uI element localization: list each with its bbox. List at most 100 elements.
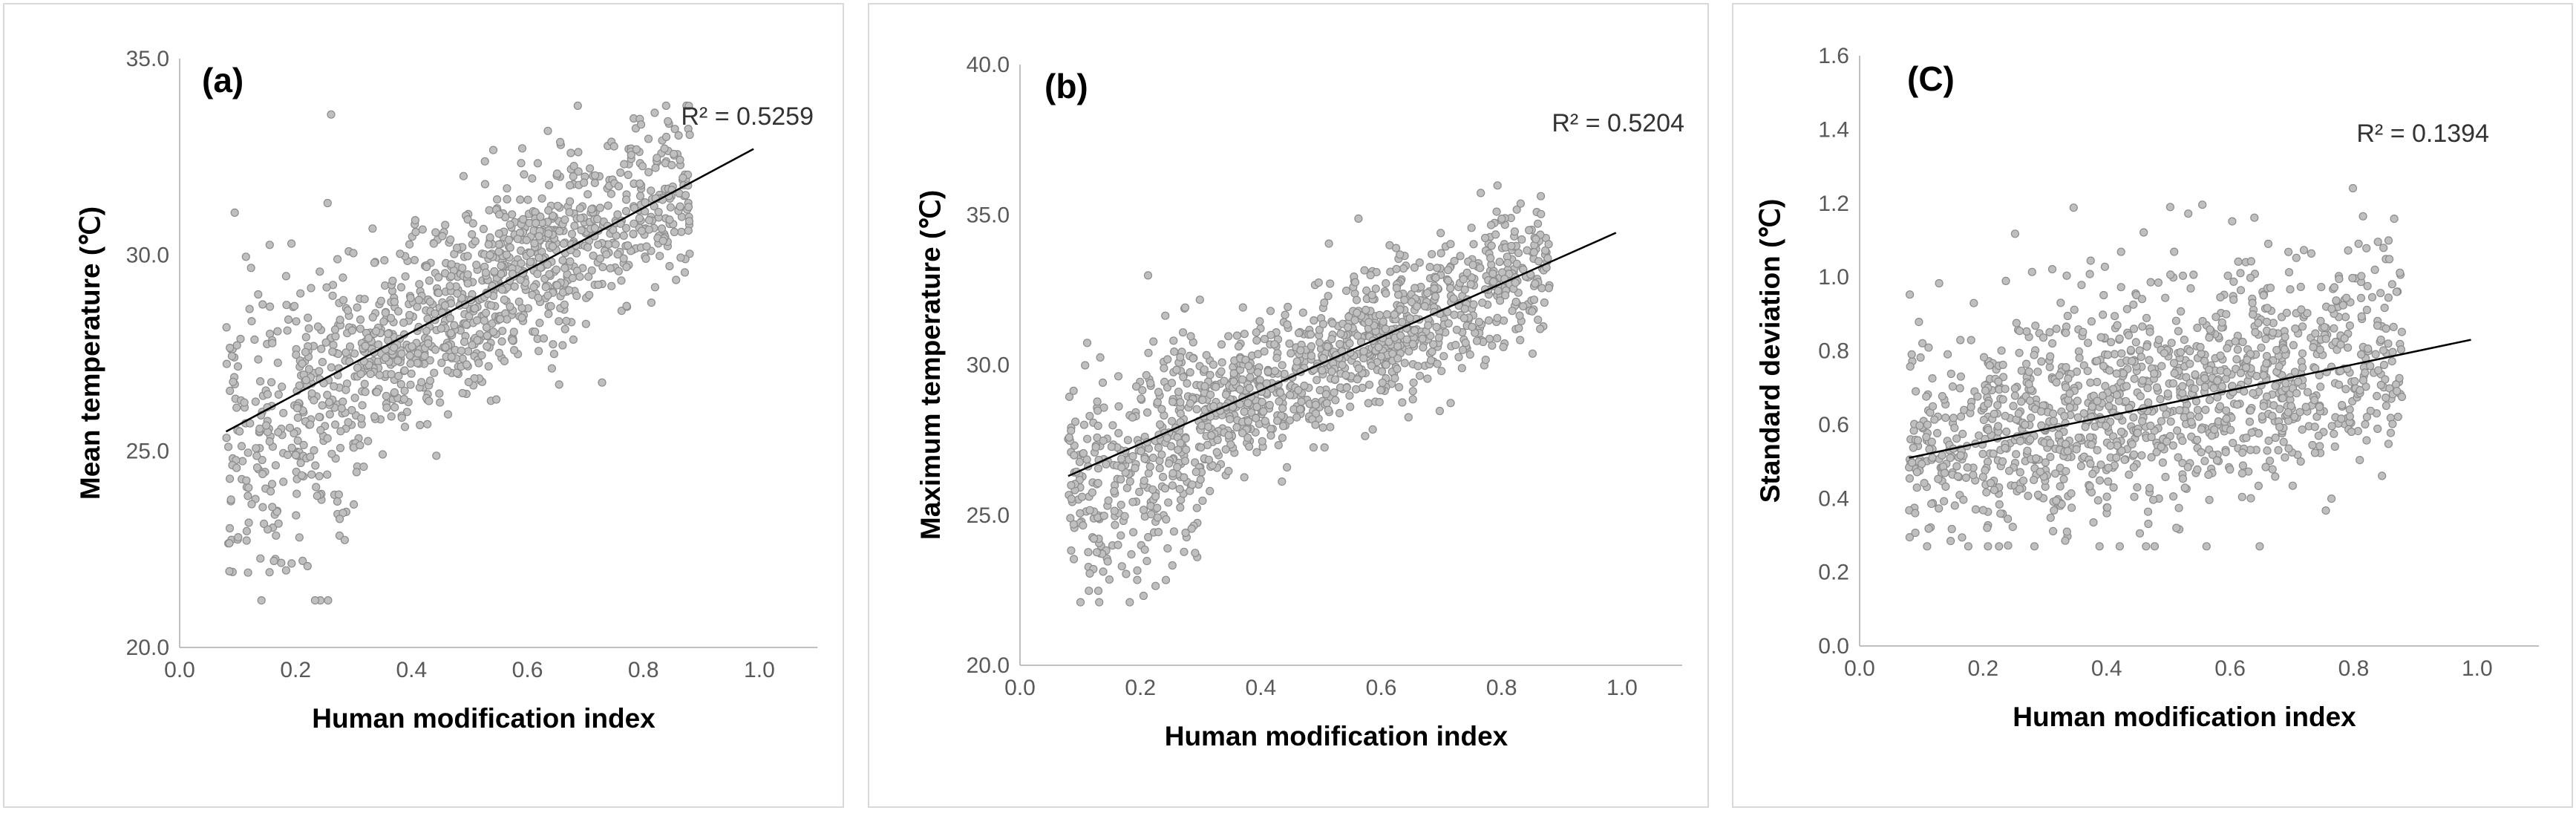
scatter-point [468,230,477,239]
scatter-point [2129,463,2138,471]
scatter-point [1156,420,1165,429]
scatter-point [2115,542,2125,551]
scatter-point [1176,409,1185,418]
scatter-point [1139,591,1148,601]
scatter-point [1220,376,1229,385]
scatter-point [1240,330,1249,339]
scatter-point [1278,404,1287,413]
scatter-point [2024,379,2033,388]
chart-panel-b: 0.0 0.2 0.4 0.6 0.8 1.0 20.0 25.0 30.0 35.0 40.0 Hu… [868,3,1709,808]
scatter-point [2137,353,2145,362]
scatter-point [1345,391,1354,400]
scatter-point [2030,542,2039,551]
scatter-point [1912,468,1921,477]
scatter-point [2171,316,2181,325]
scatter-point [393,307,403,316]
scatter-point [2282,308,2292,317]
scatter-point [1975,431,1984,440]
scatter-point [1430,284,1439,293]
scatter-point [543,291,552,300]
scatter-point [2275,362,2284,371]
scatter-point [2052,378,2061,387]
scatter-point [254,290,263,299]
scatter-point [224,443,233,451]
scatter-point [2390,215,2399,223]
scatter-point [2065,389,2074,398]
scatter-point [621,195,631,204]
scatter-point [1451,341,1460,350]
scatter-point [336,515,344,523]
scatter-point [353,363,362,372]
scatter-point [1468,322,1477,331]
scatter-point [560,324,569,333]
scatter-point [2384,293,2393,302]
scatter-point [2112,369,2121,378]
scatter-point [1076,598,1085,607]
scatter-point [422,327,431,336]
scatter-point [2246,257,2256,266]
scatter-point [397,349,406,358]
scatter-point [1341,287,1351,296]
scatter-point [636,120,646,129]
scatter-point [356,324,365,333]
scatter-point [2100,262,2109,271]
scatter-point [641,254,650,263]
scatter-point [2320,323,2329,332]
scatter-point [1335,408,1344,418]
scatter-point [644,225,653,234]
scatter-point [2063,446,2072,456]
scatter-point [1944,350,1952,359]
scatter-point [2145,356,2154,365]
scatter-point [1533,219,1543,228]
scatter-point [1088,488,1096,497]
scatter-point [2122,396,2131,405]
scatter-point [2075,353,2084,362]
scatter-point [684,203,693,212]
scatter-point [2027,413,2036,422]
scatter-point [1336,329,1345,339]
scatter-point [1446,240,1455,249]
scatter-point [528,174,537,183]
scatter-point [575,272,584,281]
scatter-point [1272,353,1281,362]
scatter-point [584,272,593,281]
scatter-point [474,359,483,368]
scatter-point [2384,440,2393,448]
scatter-point [2344,246,2353,255]
scatter-point [343,306,353,315]
scatter-point [1264,367,1272,376]
scatter-point [2330,429,2338,438]
scatter-point [1426,356,1436,365]
scatter-point [1985,361,1994,370]
scatter-point [2366,406,2375,415]
scatter-point [2128,356,2137,365]
scatter-point [1379,317,1387,326]
scatter-point [555,380,563,389]
scatter-point [268,339,277,347]
scatter-point [565,208,574,217]
scatter-point [630,219,638,228]
scatter-point [258,455,267,465]
chart-svg: 0.0 0.2 0.4 0.6 0.8 1.020.025.030.035.0Human … [75,47,817,734]
scatter-point [2064,374,2073,383]
scatter-point [1540,246,1550,255]
scatter-point [2376,380,2385,390]
scatter-point [413,359,422,368]
scatter-point [2332,296,2341,305]
scatter-point [293,436,302,445]
scatter-point [2356,455,2364,465]
scatter-point [1154,527,1163,537]
scatter-point [1912,483,1921,492]
scatter-point [262,421,271,430]
scatter-point [2397,327,2407,336]
scatter-point [287,559,296,568]
scatter-point [606,264,615,272]
scatter-point [425,396,434,405]
scatter-point [622,263,631,272]
scatter-point [1122,569,1131,578]
scatter-point [2315,442,2324,451]
scatter-point [607,281,616,290]
scatter-point [374,340,383,349]
scatter-point [390,297,399,307]
scatter-point [1396,305,1405,314]
